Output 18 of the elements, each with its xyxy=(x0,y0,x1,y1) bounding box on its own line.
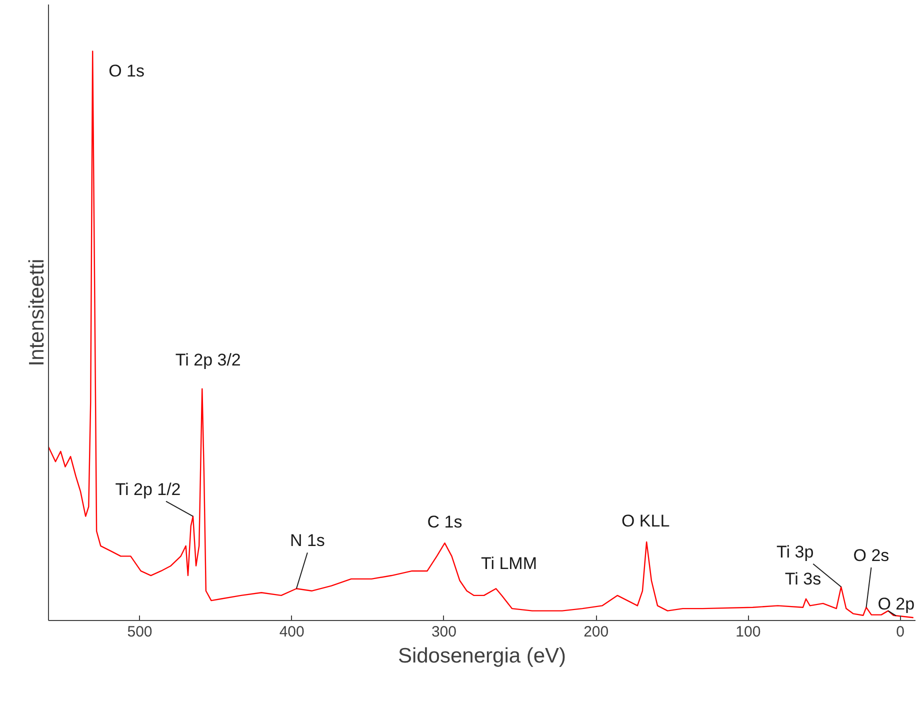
annotation: O KLL xyxy=(621,511,670,530)
x-tick-label: 0 xyxy=(896,624,904,640)
x-tick-label: 500 xyxy=(127,624,152,640)
annotation: Ti 3s xyxy=(784,569,822,588)
annotation: Ti 2p 3/2 xyxy=(175,350,241,370)
x-axis-title: Sidosenergia (eV) xyxy=(398,644,566,668)
annotation: Ti 3p xyxy=(776,542,814,562)
annotation: Ti LMM xyxy=(480,554,538,574)
x-tick-label: 300 xyxy=(431,624,456,640)
x-tick-label: 400 xyxy=(279,624,304,640)
annotation: N 1s xyxy=(290,531,325,550)
y-axis-title: Intensiteetti xyxy=(26,258,48,366)
x-tick-label: 200 xyxy=(584,624,609,640)
annotation: O 1s xyxy=(108,62,145,81)
annotation: C 1s xyxy=(427,512,462,532)
annotation: O 2s xyxy=(853,546,890,565)
annotation: Ti 2p 1/2 xyxy=(115,480,181,499)
x-tick-label: 100 xyxy=(736,624,761,640)
